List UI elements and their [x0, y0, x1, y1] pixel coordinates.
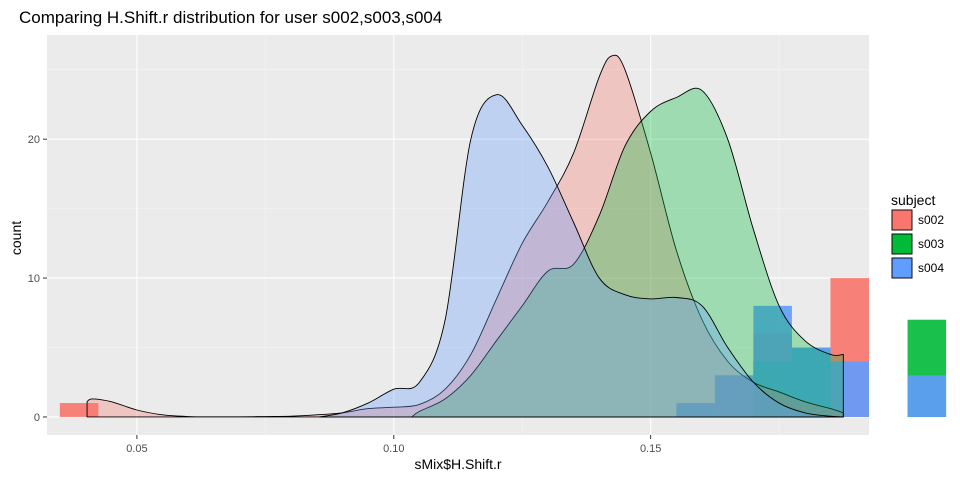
panel-background: [47, 35, 869, 435]
histogram-bars: [59, 278, 947, 417]
legend-title: subject: [891, 192, 935, 208]
minor-gridlines: [47, 35, 869, 435]
histogram-bar-s004: [676, 403, 715, 417]
legend: subject s002 s003 s004: [891, 192, 944, 279]
chart-title: Comparing H.Shift.r distribution for use…: [19, 8, 442, 27]
plot-panel: [47, 35, 947, 435]
legend-label-s004: s004: [918, 261, 944, 275]
histogram-bar-s004: [791, 347, 831, 417]
histogram-bar-s004: [714, 375, 754, 417]
density-curve-s002: [86, 54, 844, 418]
density-curve-s004: [319, 94, 844, 418]
density-curve-s003: [410, 87, 844, 418]
y-tick-label: 10: [28, 273, 40, 285]
y-tick-label: 0: [34, 412, 40, 424]
x-axis-label: sMix$H.Shift.r: [414, 456, 501, 472]
x-tick-label: 0.05: [126, 443, 147, 455]
histogram-bar-s002: [59, 403, 99, 417]
density-curves: [86, 54, 844, 418]
histogram-bar-s004: [830, 361, 869, 417]
y-tick-label: 20: [28, 134, 40, 146]
legend-label-s002: s002: [918, 213, 944, 227]
x-tick-label: 0.10: [383, 443, 404, 455]
histogram-bar-s004: [907, 375, 947, 417]
x-tick-label: 0.15: [640, 443, 661, 455]
legend-key-s002: [891, 209, 913, 231]
legend-key-s004: [891, 257, 913, 279]
legend-key-s003: [891, 233, 913, 255]
y-axis-label: count: [8, 221, 24, 255]
y-axis: 0 10 20: [28, 134, 47, 424]
x-axis: 0.05 0.10 0.15: [126, 435, 661, 455]
legend-label-s003: s003: [918, 237, 944, 251]
